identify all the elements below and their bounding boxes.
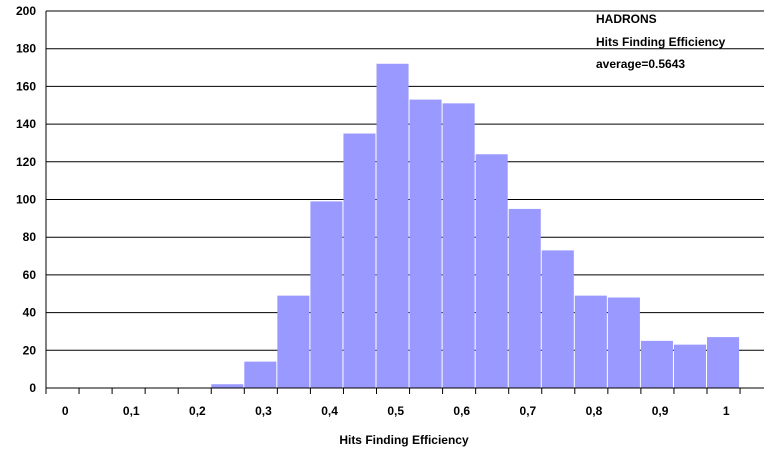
- histogram-bar: [442, 103, 475, 389]
- histogram-bar: [574, 295, 607, 388]
- y-tick-label: 80: [23, 230, 37, 244]
- x-tick-label: 0,8: [586, 404, 603, 418]
- histogram-bar: [508, 208, 541, 388]
- x-tick-label: 0,1: [123, 404, 140, 418]
- x-tick-label: 0,5: [387, 404, 404, 418]
- histogram-bar: [707, 337, 740, 388]
- bars: [211, 63, 740, 389]
- histogram-bar: [244, 361, 277, 388]
- x-tick-label: 0: [62, 404, 69, 418]
- y-tick-label: 20: [23, 343, 37, 357]
- y-tick-label: 60: [23, 268, 37, 282]
- histogram-bar: [277, 295, 310, 388]
- y-tick-label: 140: [16, 117, 36, 131]
- y-tick-labels: 0 20 40 60 80 100 120 140 160 180 200: [16, 4, 36, 395]
- x-tick-label: 0,4: [321, 404, 338, 418]
- y-tick-label: 40: [23, 306, 37, 320]
- histogram-bar: [541, 250, 574, 388]
- annotation-line-3: average=0.5643: [596, 57, 685, 71]
- x-tick-labels: 0 0,1 0,2 0,3 0,4 0,5 0,6 0,7 0,8 0,9 1: [62, 404, 730, 418]
- histogram-bar: [310, 201, 343, 388]
- y-tick-label: 120: [16, 155, 36, 169]
- x-tick-label: 1: [723, 404, 730, 418]
- axes: [45, 11, 764, 394]
- histogram-bar: [475, 154, 508, 388]
- x-tick-label: 0,2: [189, 404, 206, 418]
- histogram-bar: [211, 384, 244, 388]
- x-tick-label: 0,3: [255, 404, 272, 418]
- annotation-line-1: HADRONS: [596, 12, 657, 26]
- x-axis-title: Hits Finding Efficiency: [339, 433, 469, 447]
- annotation-line-2: Hits Finding Efficiency: [596, 35, 726, 49]
- y-tick-label: 180: [16, 42, 36, 56]
- histogram-bar: [640, 340, 673, 388]
- histogram-bar: [409, 99, 442, 388]
- y-tick-label: 0: [29, 381, 36, 395]
- histogram-bar: [343, 133, 376, 388]
- y-tick-label: 200: [16, 4, 36, 18]
- histogram-bar: [376, 63, 409, 388]
- y-tick-label: 100: [16, 193, 36, 207]
- x-tick-label: 0,9: [652, 404, 669, 418]
- histogram-bar: [607, 297, 640, 388]
- x-tick-label: 0,6: [453, 404, 470, 418]
- y-tick-label: 160: [16, 79, 36, 93]
- x-tick-label: 0,7: [520, 404, 537, 418]
- histogram-bar: [673, 344, 706, 388]
- annotation-box: HADRONS Hits Finding Efficiency average=…: [596, 12, 726, 71]
